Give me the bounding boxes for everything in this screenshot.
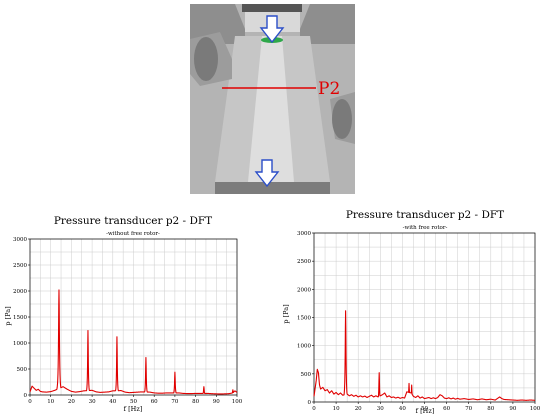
x-tick-label: 0 xyxy=(312,406,316,412)
y-tick-label: 3000 xyxy=(13,237,27,243)
spectrum-series-line xyxy=(29,289,238,395)
y-tick-label: 1500 xyxy=(297,316,311,322)
y-tick-label: 0 xyxy=(24,393,28,399)
x-tick-label: 40 xyxy=(399,406,406,412)
x-tick-label: 0 xyxy=(28,399,32,405)
chart-subtitle: -without free rotor- xyxy=(106,231,160,237)
x-tick-label: 10 xyxy=(47,399,54,405)
x-tick-label: 20 xyxy=(355,406,362,412)
x-tick-label: 50 xyxy=(130,399,137,405)
upper-left-block xyxy=(190,4,245,44)
plot-area: 0 10 20 30 40 50 60 70 80 90 100050010001500200025… xyxy=(13,237,243,405)
y-tick-label: 2000 xyxy=(13,289,27,295)
y-tick-label: 1000 xyxy=(13,341,27,347)
spectrum-series-line xyxy=(313,310,536,401)
dft-chart-with-rotor: Pressure transducer p2 - DFT -with free … xyxy=(282,209,541,415)
upper-right-block xyxy=(300,4,355,44)
chart-title: Pressure transducer p2 - DFT xyxy=(54,215,212,227)
dft-chart-without-rotor: Pressure transducer p2 - DFT -without fr… xyxy=(4,215,243,413)
x-tick-label: 50 xyxy=(421,406,428,412)
x-tick-label: 10 xyxy=(333,406,340,412)
x-tick-label: 70 xyxy=(171,399,178,405)
x-tick-label: 60 xyxy=(151,399,158,405)
x-tick-label: 90 xyxy=(213,399,220,405)
rotor-channel-illustration: P2 xyxy=(190,4,355,194)
outlet-arrow-icon xyxy=(254,159,280,188)
chart-title: Pressure transducer p2 - DFT xyxy=(346,209,504,221)
inlet-tube-top xyxy=(242,4,302,12)
channel-exit xyxy=(215,182,330,194)
y-tick-label: 1000 xyxy=(297,344,311,350)
x-tick-label: 100 xyxy=(232,399,243,405)
x-tick-label: 40 xyxy=(109,399,116,405)
y-tick-label: 500 xyxy=(301,372,312,378)
channel-highlight xyxy=(248,36,294,182)
x-axis-label: f [Hz] xyxy=(124,405,143,413)
chart-subtitle: -with free rotor- xyxy=(403,225,448,231)
p2-label: P2 xyxy=(318,79,340,99)
y-tick-label: 2500 xyxy=(297,259,311,265)
x-tick-label: 90 xyxy=(509,406,516,412)
right-flange-face xyxy=(332,99,352,139)
x-tick-label: 60 xyxy=(443,406,450,412)
left-flange-face xyxy=(194,37,218,81)
plot-area: 0 10 20 30 40 50 60 70 80 90 100050010001500200025… xyxy=(297,231,541,412)
y-tick-label: 500 xyxy=(17,367,28,373)
x-tick-label: 30 xyxy=(377,406,384,412)
y-tick-label: 2000 xyxy=(297,287,311,293)
x-axis-label: f [Hz] xyxy=(416,407,435,415)
y-tick-label: 2500 xyxy=(13,263,27,269)
x-tick-label: 80 xyxy=(487,406,494,412)
x-tick-label: 100 xyxy=(530,406,541,412)
x-tick-label: 70 xyxy=(465,406,472,412)
y-tick-label: 3000 xyxy=(297,231,311,237)
x-tick-label: 30 xyxy=(89,399,96,405)
x-tick-label: 20 xyxy=(68,399,75,405)
x-tick-label: 80 xyxy=(192,399,199,405)
y-axis-label: p [Pa] xyxy=(282,304,290,323)
inlet-arrow-icon xyxy=(259,15,285,44)
y-tick-label: 0 xyxy=(308,400,312,406)
y-axis-label: p [Pa] xyxy=(4,306,12,325)
y-tick-label: 1500 xyxy=(13,315,27,321)
